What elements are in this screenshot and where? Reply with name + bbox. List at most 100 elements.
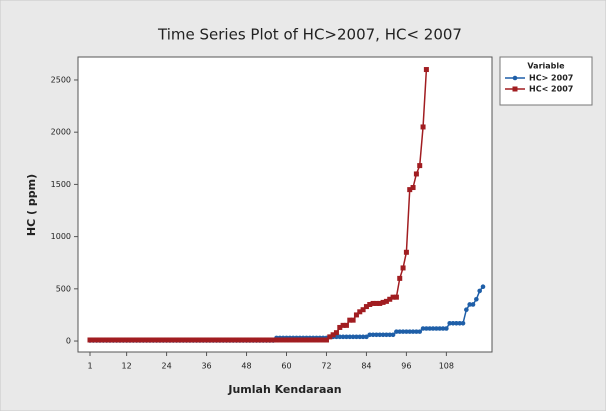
y-tick-label: 500 [56,284,71,293]
data-marker [347,334,353,340]
y-axis-label: HC ( ppm) [25,174,38,236]
data-marker [217,337,223,343]
data-marker [264,337,270,343]
data-marker [360,334,366,340]
data-marker [134,337,140,343]
data-marker [400,265,406,271]
data-marker [87,337,93,343]
data-marker [387,332,393,338]
data-marker [387,296,393,302]
data-marker [107,337,113,343]
x-tick-label: 24 [162,362,172,371]
data-marker [447,320,453,326]
data-marker [367,301,373,307]
data-marker [190,337,196,343]
data-marker [180,337,186,343]
legend-label: HC> 2007 [529,74,573,83]
data-marker [270,337,276,343]
data-marker [333,330,339,336]
plot-area [77,56,493,353]
data-marker [260,337,266,343]
data-marker [227,337,233,343]
data-marker [100,337,106,343]
x-tick-label: 12 [122,362,132,371]
data-marker [464,307,469,313]
data-marker [194,337,200,343]
data-marker [350,334,356,340]
data-marker [114,337,120,343]
data-marker [460,320,466,326]
data-marker [420,326,426,331]
data-marker [407,329,413,334]
data-marker [200,337,206,343]
data-marker [244,337,250,343]
data-marker [340,322,346,328]
data-marker [337,334,343,340]
data-marker [277,337,283,343]
chart-title: Time Series Plot of HC>2007, HC< 2007 [157,26,462,44]
data-marker [224,337,230,343]
data-marker [480,284,486,290]
x-tick-label: 36 [201,362,211,371]
data-marker [170,337,176,343]
y-tick-label: 0 [66,337,71,346]
data-marker [110,337,116,343]
data-marker [410,329,416,334]
data-marker [157,337,163,343]
data-marker [417,329,423,334]
data-marker [424,326,429,331]
legend-marker [512,75,518,81]
data-marker [317,337,323,343]
x-tick-label: 1 [87,362,92,371]
legend-label: HC< 2007 [529,85,573,94]
data-marker [283,337,289,343]
data-marker [154,337,160,343]
data-marker [97,337,103,343]
data-marker [237,337,243,343]
data-marker [274,337,280,343]
data-marker [303,337,309,343]
data-marker [417,163,423,169]
data-marker [390,294,396,300]
data-marker [90,337,96,343]
data-marker [293,337,299,343]
legend-marker [512,86,518,92]
x-tick-label: 108 [439,362,454,371]
data-marker [414,329,419,334]
data-marker [477,288,482,294]
data-marker [373,300,379,306]
data-marker [197,337,203,343]
data-marker [300,337,306,343]
data-marker [380,299,386,305]
x-tick-label: 48 [241,362,251,371]
data-marker [104,337,110,343]
data-marker [407,187,413,193]
data-marker [340,334,346,340]
data-marker [257,337,263,343]
data-marker [174,337,180,343]
data-marker [397,275,403,281]
data-marker [207,337,213,343]
data-marker [343,322,349,328]
data-marker [364,334,369,340]
data-marker [240,337,246,343]
data-marker [150,337,156,343]
data-marker [394,329,399,334]
data-marker [164,337,170,343]
data-marker [420,124,426,130]
y-tick-label: 2000 [51,128,71,137]
data-marker [404,329,409,334]
data-marker [400,329,406,334]
data-marker [380,332,386,338]
data-marker [353,312,359,318]
data-marker [120,337,126,343]
data-marker [130,337,136,343]
data-marker [410,185,416,191]
y-tick-label: 1500 [51,180,71,189]
data-marker [423,67,429,73]
data-marker [377,300,383,306]
y-tick-label: 1000 [51,232,71,241]
data-marker [94,337,100,343]
y-tick-label: 2500 [51,75,71,84]
